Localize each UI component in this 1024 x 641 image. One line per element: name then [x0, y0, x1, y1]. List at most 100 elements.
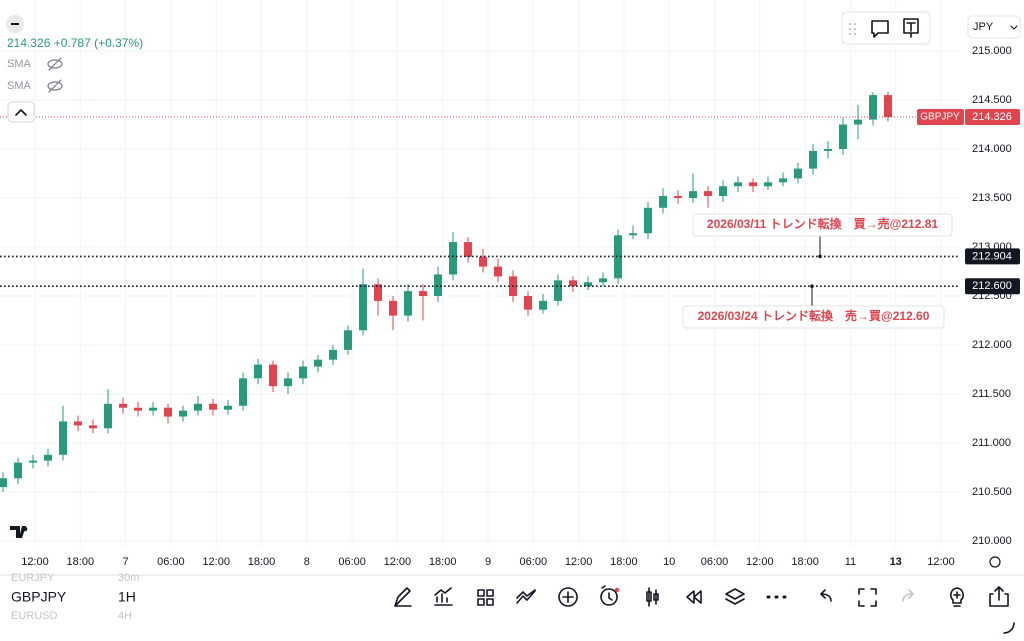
- add-icon[interactable]: [558, 587, 578, 607]
- x-tick-label: 18:00: [429, 556, 457, 568]
- level-tag: [965, 278, 1020, 295]
- x-tick-label: 18:00: [791, 556, 819, 568]
- x-tick-label: 10: [663, 556, 675, 568]
- logo: [22, 526, 28, 532]
- candle-body: [389, 300, 397, 316]
- chevron: [15, 109, 27, 116]
- candle-body: [14, 462, 22, 479]
- drag-handle: [849, 23, 856, 35]
- candle-body: [209, 403, 217, 410]
- candle-body: [749, 182, 757, 187]
- annotation-text: 2026/03/11 トレンド転換 買→売@212.81: [707, 216, 938, 231]
- candle-body: [704, 191, 712, 197]
- annotation-box: [682, 305, 945, 329]
- candle-body: [839, 124, 847, 149]
- candle-body: [119, 403, 127, 408]
- layout-icon[interactable]: [477, 589, 494, 606]
- redo-icon: [902, 589, 914, 602]
- y-tick-label: 215.000: [972, 45, 1012, 57]
- candle-body: [284, 378, 292, 387]
- candle-body: [854, 119, 862, 125]
- candle-body: [464, 242, 472, 257]
- candle-body: [269, 364, 277, 387]
- x-tick-label: 7: [123, 556, 129, 568]
- symbol-tag: [917, 109, 964, 126]
- x-tick-label: 12:00: [927, 556, 955, 568]
- replay-icon[interactable]: [686, 590, 702, 604]
- dropdown: [1010, 25, 1018, 30]
- x-tick-label: 12:00: [202, 556, 230, 568]
- candle-body: [344, 330, 352, 350]
- alert-icon[interactable]: [600, 585, 618, 606]
- candle-body: [434, 274, 442, 296]
- y-tick-label: 211.500: [972, 388, 1011, 400]
- candle-body: [779, 178, 787, 183]
- annotation-box: [692, 213, 953, 237]
- x-tick-label: 12:00: [21, 556, 49, 568]
- fullscreen-icon[interactable]: [858, 588, 877, 607]
- candle-body: [494, 266, 502, 277]
- candle-body: [869, 95, 877, 120]
- price-tag: [965, 109, 1020, 126]
- comment-icon[interactable]: [871, 20, 889, 38]
- x-tick-label: 06:00: [338, 556, 366, 568]
- idea-icon[interactable]: [950, 587, 964, 607]
- candle-body: [644, 207, 652, 234]
- undo-icon[interactable]: [820, 589, 832, 602]
- x-tick-label: 18:00: [610, 556, 638, 568]
- candle-body: [254, 364, 262, 379]
- candle-body: [149, 407, 157, 411]
- interval[interactable]: 1H: [118, 589, 136, 605]
- x-tick-label: 13: [890, 556, 902, 568]
- candle-body: [314, 359, 322, 367]
- candle-body: [569, 280, 577, 287]
- symbol[interactable]: GBPJPY: [11, 589, 67, 605]
- x-tick-label: 12:00: [384, 556, 412, 568]
- candle-body: [629, 233, 637, 236]
- candle-body: [689, 191, 697, 198]
- x-tick-label: 06:00: [701, 556, 729, 568]
- candle-body: [164, 407, 172, 417]
- floating-toolbar: [841, 11, 931, 45]
- collapse-legend[interactable]: [7, 101, 35, 123]
- symbol-tag-label: GBPJPY: [920, 112, 960, 123]
- hide-icon[interactable]: [47, 57, 63, 93]
- y-tick-label: 213.500: [972, 192, 1012, 204]
- x-tick-label: 11: [845, 556, 856, 568]
- candle-body: [329, 349, 337, 360]
- y-tick-label: 211.000: [972, 437, 1011, 449]
- level-tag: [965, 248, 1020, 265]
- annotation-text: 2026/03/24 トレンド転換 売→買@212.60: [698, 308, 930, 323]
- candle-body: [674, 196, 682, 198]
- share-icon[interactable]: [989, 586, 1009, 607]
- candle-body: [89, 425, 97, 429]
- y-tick-label: 210.000: [972, 535, 1012, 547]
- annotation-anchor: [810, 284, 814, 289]
- candle-body: [404, 291, 412, 316]
- toolbar[interactable]: [394, 585, 1009, 607]
- candle-body: [659, 196, 667, 208]
- indicator: SMA: [7, 58, 32, 70]
- x-tick-label: 12:00: [565, 556, 593, 568]
- candle-body: [0, 478, 7, 488]
- candle-body: [239, 378, 247, 406]
- candle-icon[interactable]: [646, 587, 659, 607]
- quote: 214.326 +0.787 (+0.37%): [7, 36, 143, 50]
- currency-select[interactable]: [967, 15, 1021, 39]
- indicator: SMA: [7, 80, 32, 92]
- layers-icon[interactable]: [725, 588, 745, 605]
- y-tick-label: 212.000: [972, 339, 1012, 351]
- candle-body: [374, 284, 382, 301]
- indicators-icon[interactable]: [434, 587, 453, 606]
- candle-body: [179, 410, 187, 417]
- draw-icon[interactable]: [394, 587, 412, 607]
- candle-body: [554, 280, 562, 301]
- candle-body: [479, 256, 487, 267]
- settings-icon[interactable]: [989, 556, 1001, 568]
- x-tick-label: 8: [304, 556, 310, 568]
- compare-icon[interactable]: [516, 589, 536, 604]
- x-tick-label: 06:00: [157, 556, 185, 568]
- candle-body: [449, 242, 457, 275]
- text-icon[interactable]: [903, 18, 919, 38]
- x-tick-label: 18:00: [67, 556, 95, 568]
